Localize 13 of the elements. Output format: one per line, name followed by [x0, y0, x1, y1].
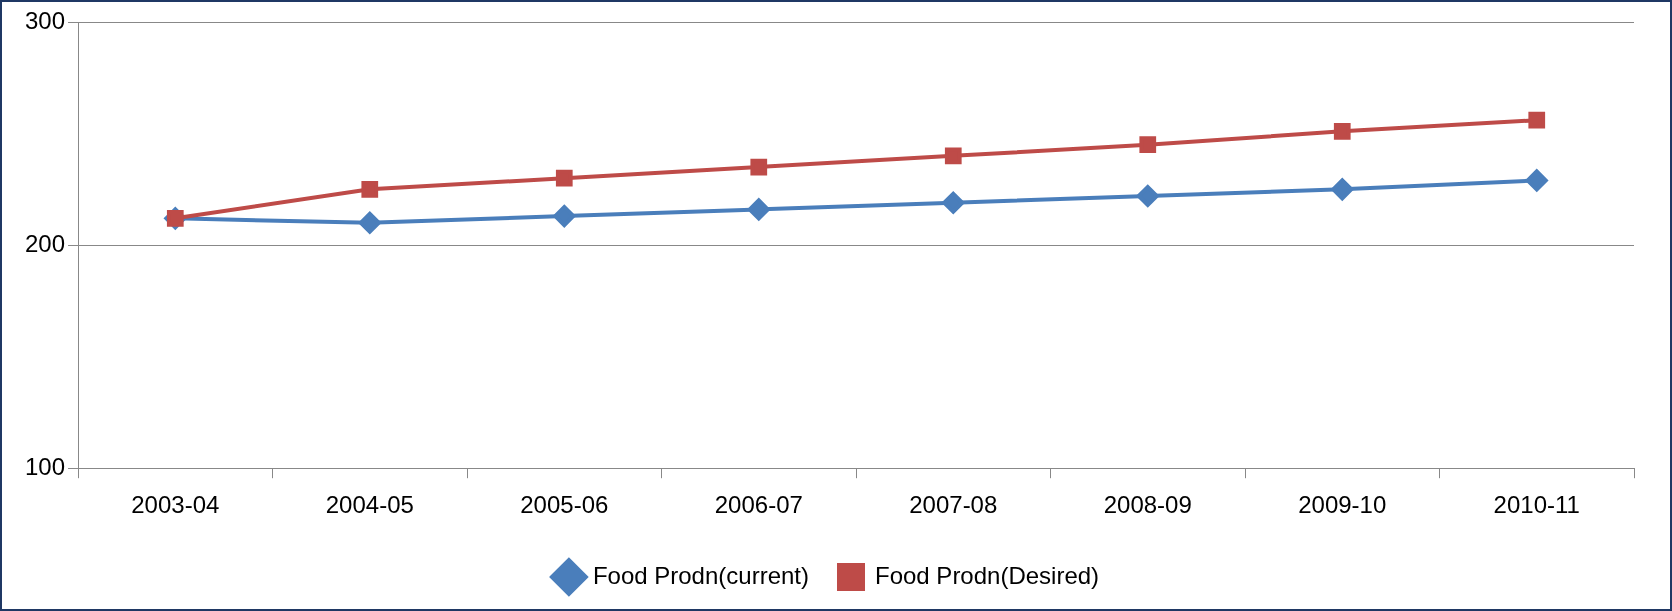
legend-label: Food Prodn(current): [592, 561, 809, 589]
y-tick-label: 200: [25, 229, 66, 257]
x-tick-label: 2009-10: [1298, 491, 1387, 519]
x-tick-label: 2005-06: [520, 491, 609, 519]
x-tick-label: 2007-08: [909, 491, 998, 519]
x-tick-label: 2010-11: [1493, 491, 1580, 519]
x-tick-label: 2004-05: [325, 491, 414, 519]
y-tick-label: 100: [25, 452, 66, 480]
y-tick-label: 300: [25, 6, 66, 34]
legend-label: Food Prodn(Desired): [875, 561, 1100, 589]
x-tick-label: 2008-09: [1103, 491, 1192, 519]
x-tick-label: 2006-07: [714, 491, 803, 519]
x-tick-label: 2003-04: [131, 491, 220, 519]
